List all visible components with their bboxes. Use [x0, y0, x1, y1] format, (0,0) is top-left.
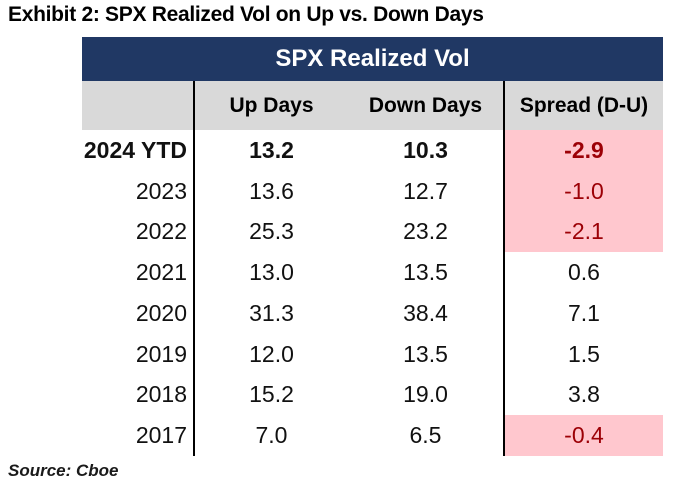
spread-cell: 1.5: [503, 333, 663, 375]
table-row: 2018 15.2 19.0 3.8: [82, 374, 663, 416]
down-days-cell: 10.3: [403, 136, 448, 163]
down-days-cell: 13.5: [403, 340, 448, 367]
table-row: 2017 7.0 6.5 -0.4: [82, 415, 663, 456]
table-row: 2023 13.6 12.7 -1.0: [82, 170, 663, 212]
table-row: 2020 31.3 38.4 7.1: [82, 293, 663, 334]
up-days-cell: 13.0: [193, 252, 348, 293]
down-days-cell: 38.4: [403, 299, 448, 326]
spread-cell: -2.1: [503, 211, 663, 253]
year-cell: 2020: [135, 299, 187, 326]
down-days-cell: 13.5: [403, 259, 448, 286]
year-cell: 2021: [135, 259, 187, 286]
up-days-cell: 13.6: [193, 170, 348, 212]
column-header-spread: Spread (D-U): [503, 81, 663, 130]
column-header-row: Up Days Down Days Spread (D-U): [82, 81, 663, 130]
up-days-cell: 7.0: [193, 415, 348, 456]
spread-cell: 3.8: [503, 374, 663, 416]
year-cell: 2024 YTD: [83, 136, 187, 163]
table-title-bar: SPX Realized Vol: [82, 37, 663, 81]
down-days-cell: 12.7: [403, 177, 448, 204]
spread-cell: -0.4: [503, 415, 663, 456]
column-header-down-days: Down Days: [368, 93, 483, 117]
down-days-cell: 6.5: [409, 422, 442, 449]
up-days-cell: 12.0: [193, 333, 348, 375]
table-row: 2024 YTD 13.2 10.3 -2.9: [82, 130, 663, 171]
up-days-cell: 13.2: [193, 130, 348, 171]
year-cell: 2019: [135, 340, 187, 367]
spread-cell: 0.6: [503, 252, 663, 293]
table-row: 2021 13.0 13.5 0.6: [82, 252, 663, 293]
year-cell: 2022: [135, 218, 187, 245]
spx-realized-vol-table: SPX Realized Vol Up Days Down Days Sprea…: [82, 37, 663, 456]
year-cell: 2023: [135, 177, 187, 204]
up-days-cell: 25.3: [193, 211, 348, 253]
year-cell: 2017: [135, 422, 187, 449]
year-cell: 2018: [135, 381, 187, 408]
column-header-up-days: Up Days: [193, 81, 348, 130]
column-header-blank: [82, 81, 193, 130]
up-days-cell: 31.3: [193, 293, 348, 334]
exhibit-title: Exhibit 2: SPX Realized Vol on Up vs. Do…: [8, 3, 484, 26]
spread-cell: 7.1: [503, 293, 663, 334]
source-note: Source: Cboe: [8, 461, 119, 480]
down-days-cell: 19.0: [403, 381, 448, 408]
up-days-cell: 15.2: [193, 374, 348, 416]
spread-cell: -2.9: [503, 130, 663, 171]
spread-cell: -1.0: [503, 170, 663, 212]
table-row: 2022 25.3 23.2 -2.1: [82, 211, 663, 253]
down-days-cell: 23.2: [403, 218, 448, 245]
table-row: 2019 12.0 13.5 1.5: [82, 333, 663, 375]
